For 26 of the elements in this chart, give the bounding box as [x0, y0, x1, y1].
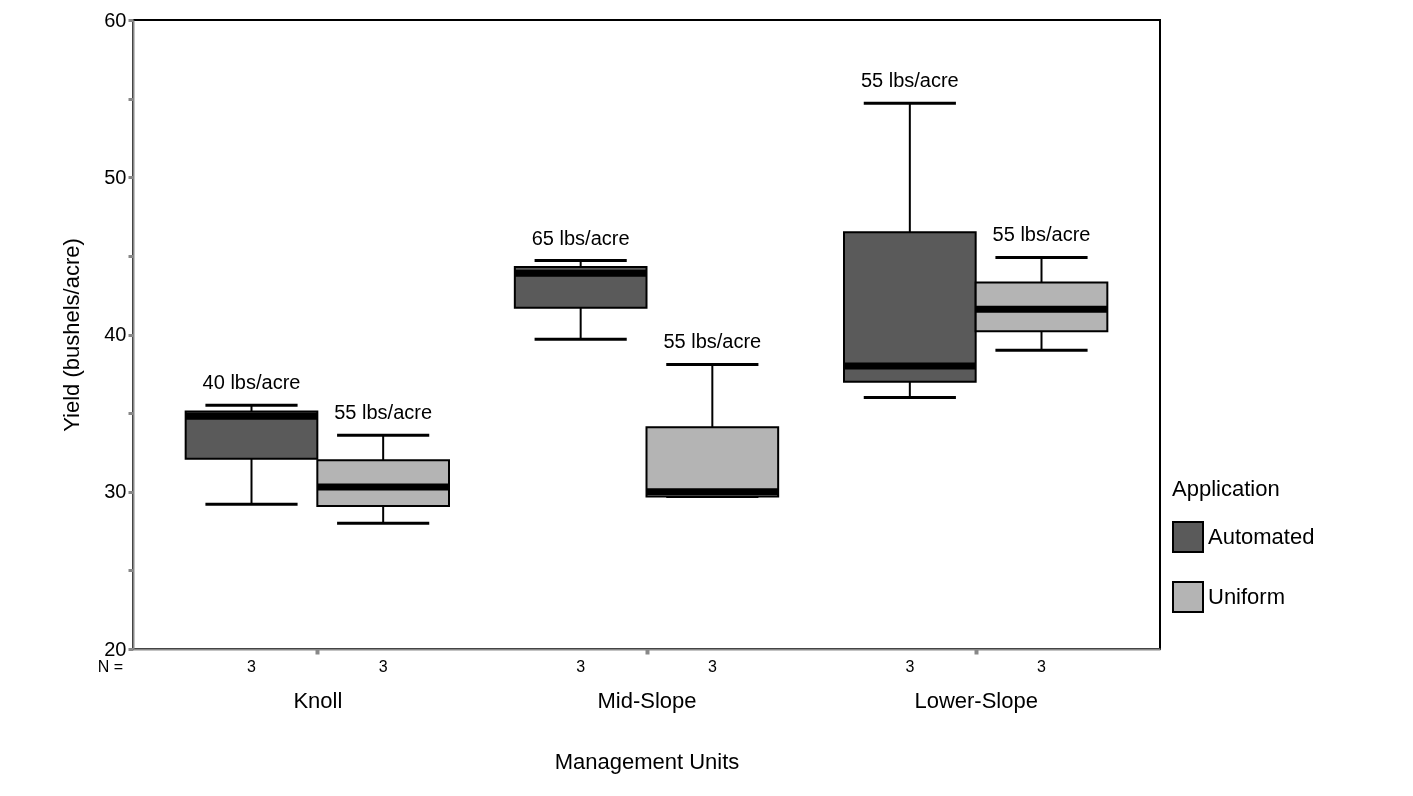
y-tick-label: 60: [104, 8, 127, 31]
text: 55 lbs/acre: [860, 69, 959, 92]
text: 3: [905, 658, 915, 675]
text: N =: [97, 658, 123, 675]
text: 3: [576, 658, 586, 675]
y-tick-label: 50: [104, 165, 127, 188]
x-tick-label: Knoll: [293, 687, 343, 713]
text: 3: [1037, 658, 1047, 675]
legend-label: Uniform: [1208, 584, 1286, 609]
y-tick-label: 40: [104, 323, 127, 345]
text: 40 lbs/acre: [202, 371, 301, 394]
y-tick-label: 20: [104, 637, 127, 660]
text: 3: [378, 658, 388, 675]
y-axis-title: Yield (bushels/acre): [59, 238, 85, 432]
text: 65 lbs/acre: [531, 226, 630, 249]
y-tick-label: 30: [104, 480, 127, 503]
x-axis-title: Management Units: [554, 748, 740, 774]
legend-title: Application: [1172, 476, 1280, 501]
x-tick-label: Lower-Slope: [914, 687, 1038, 713]
text: 55 lbs/acre: [663, 330, 762, 353]
x-tick-label: Mid-Slope: [597, 687, 697, 713]
text: 55 lbs/acre: [992, 223, 1091, 246]
text: 3: [247, 658, 257, 675]
legend-label: Automated: [1208, 524, 1315, 549]
text: 55 lbs/acre: [334, 401, 433, 424]
text: 3: [707, 658, 717, 675]
